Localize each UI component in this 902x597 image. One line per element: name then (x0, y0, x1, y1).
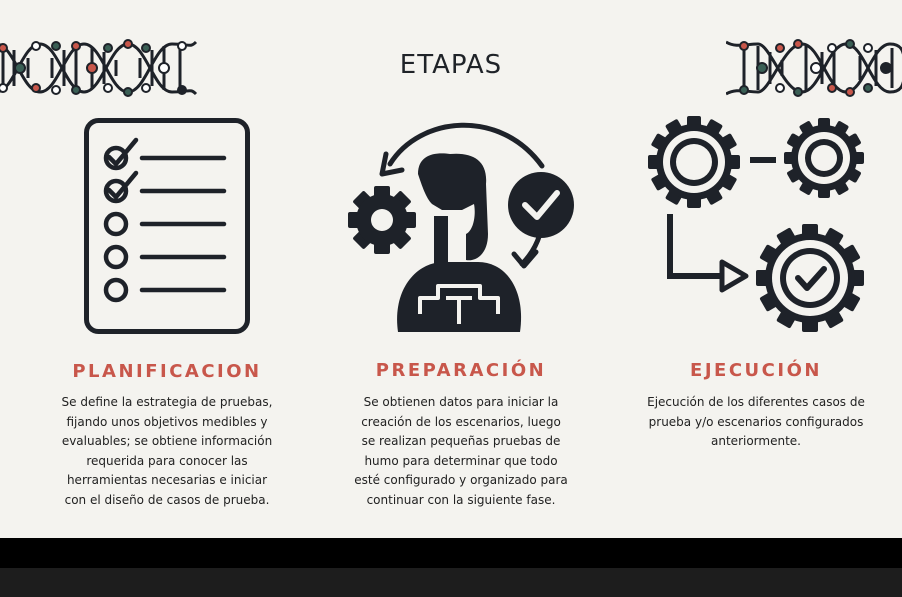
dna-right-icon (726, 39, 902, 97)
slide: ETAPAS (0, 0, 902, 538)
gears-process-icon (648, 116, 864, 332)
stage-heading-preparacion: PREPARACIÓN (375, 360, 547, 381)
checklist-icon (84, 118, 250, 334)
stage-description-ejecucion: Ejecución de los diferentes casos de pru… (647, 395, 865, 448)
stage-description-preparacion: Se obtienen datos para iniciar la creaci… (354, 395, 568, 507)
bottom-strip (0, 568, 902, 597)
person-gear-check-icon (348, 122, 574, 332)
stage-heading-ejecucion: EJECUCIÓN (690, 360, 822, 381)
page-title: ETAPAS (399, 50, 503, 80)
stage-description-planificacion: Se define la estrategia de pruebas, fija… (61, 395, 273, 507)
bottom-bar (0, 538, 902, 568)
stage-heading-planificacion: PLANIFICACION (72, 361, 262, 382)
dna-left-icon (0, 39, 198, 97)
